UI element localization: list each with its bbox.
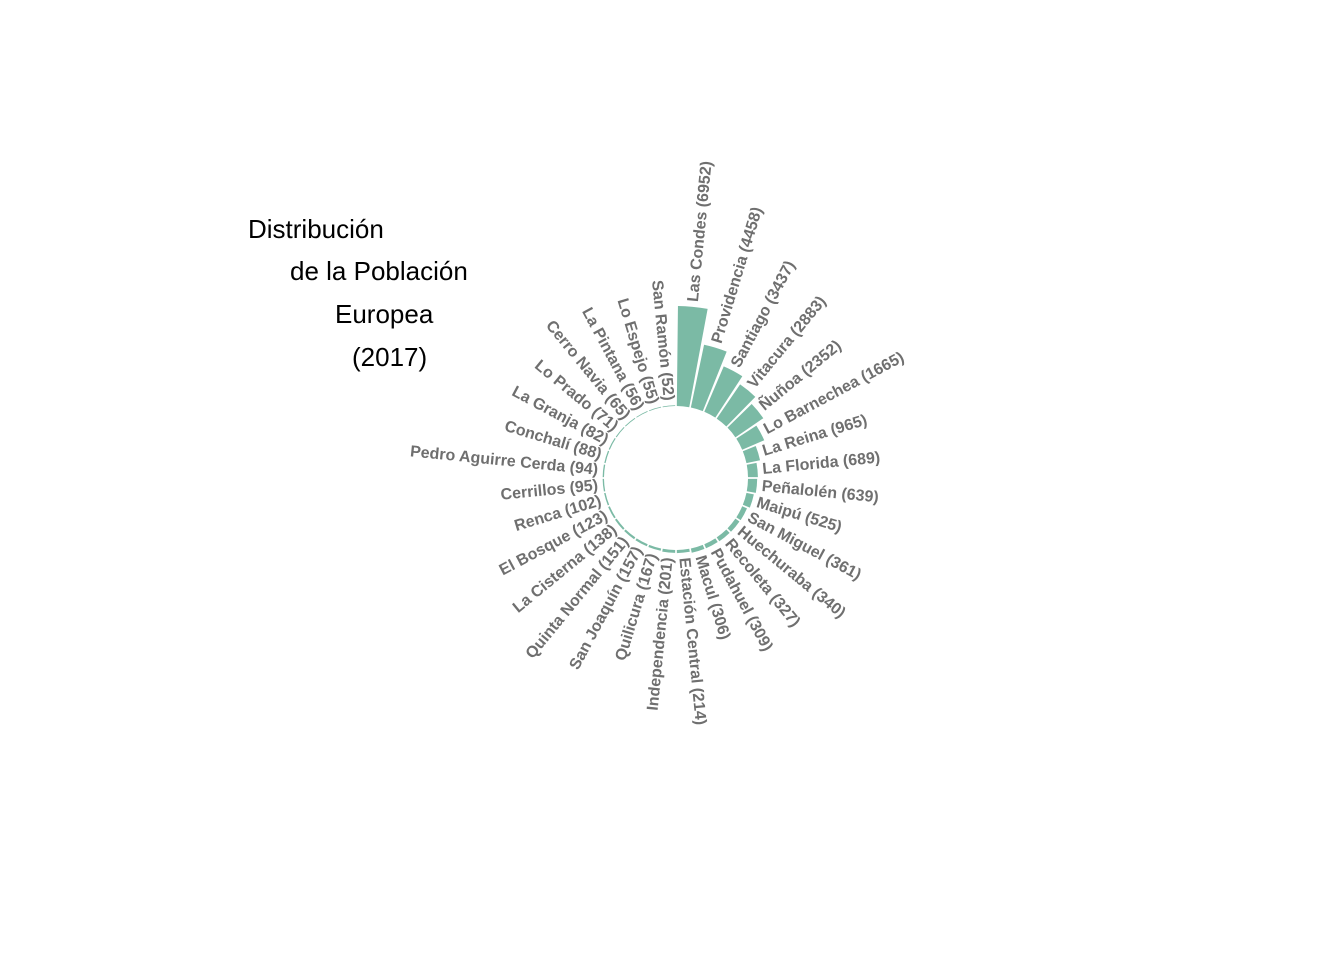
bar — [704, 366, 743, 418]
bar — [746, 478, 758, 493]
title-line-4: (2017) — [352, 342, 427, 372]
bar — [716, 529, 730, 542]
bar — [742, 492, 754, 508]
bar — [602, 478, 606, 492]
bar — [746, 462, 758, 478]
bar — [625, 417, 636, 427]
bar — [608, 438, 616, 450]
bar — [614, 518, 625, 530]
bar — [615, 426, 625, 438]
bar-label-group: Las Condes (6952)Providencia (4458)Santi… — [409, 160, 907, 725]
bar — [604, 450, 610, 464]
bar — [736, 506, 747, 521]
bar-group — [602, 306, 765, 554]
bar — [636, 411, 648, 418]
bar — [648, 406, 662, 412]
bar — [736, 425, 765, 450]
bar — [676, 548, 690, 554]
bar-label: Las Condes (6952) — [685, 160, 716, 302]
bar — [604, 492, 610, 506]
title-line-3: Europea — [335, 299, 434, 329]
bar — [662, 405, 676, 408]
bar — [742, 446, 761, 464]
chart-title: Distribución de la Población Europea (20… — [248, 214, 468, 372]
bar — [662, 548, 676, 553]
bar — [704, 538, 718, 549]
bar — [716, 384, 756, 427]
bar — [635, 538, 648, 547]
bar — [676, 306, 708, 408]
bar — [690, 344, 727, 412]
bar — [727, 518, 740, 532]
bar — [602, 464, 606, 478]
title-line-1: Distribución — [248, 214, 384, 244]
bar — [648, 544, 662, 551]
bar — [690, 544, 705, 553]
title-line-2: de la Población — [290, 256, 468, 286]
bar — [727, 404, 764, 438]
bar — [624, 529, 636, 540]
bar — [608, 506, 616, 519]
